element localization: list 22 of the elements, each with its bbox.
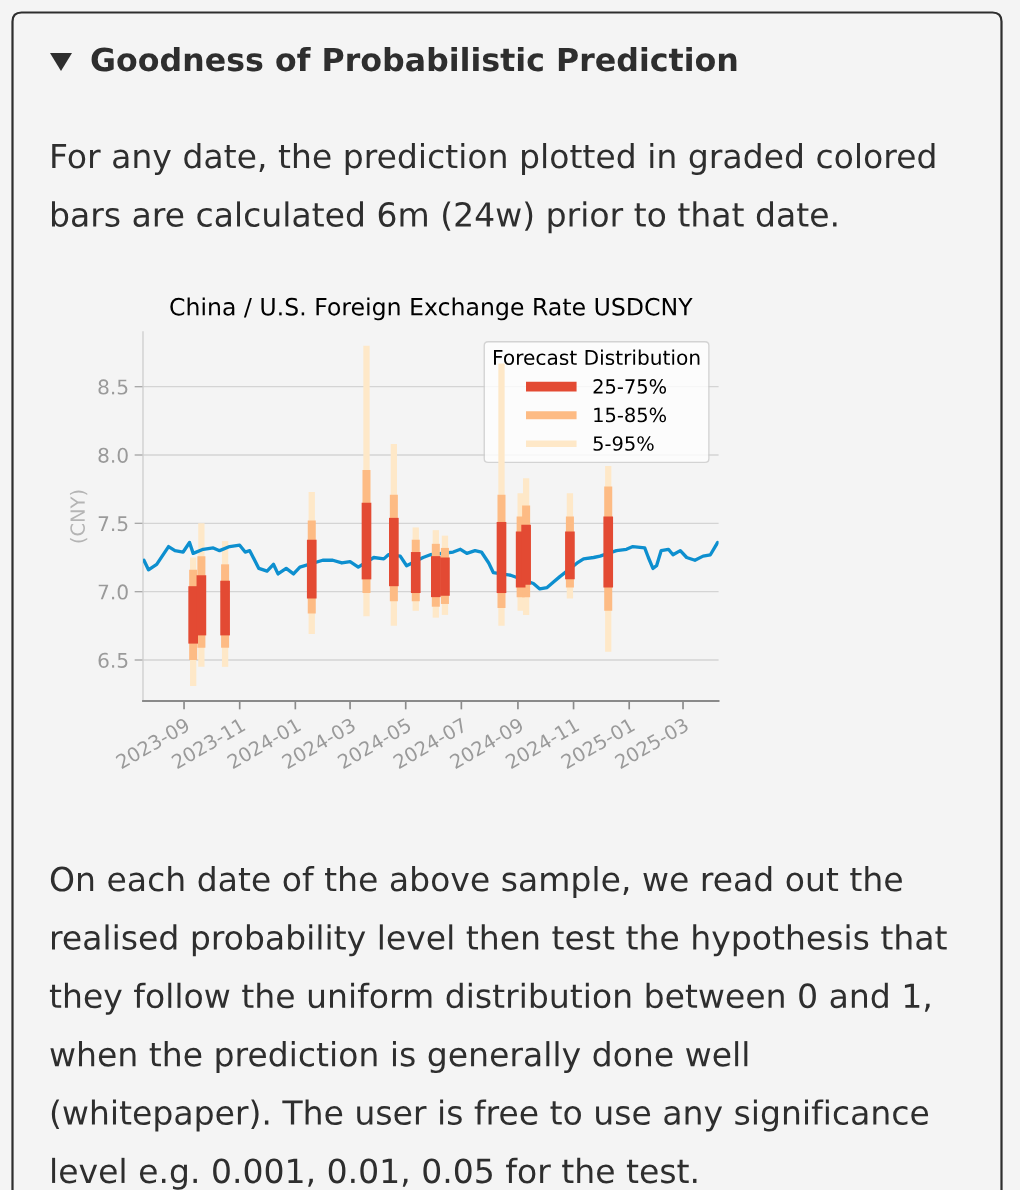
- bar: [410, 552, 421, 594]
- bar: [603, 516, 614, 588]
- bar: [306, 539, 317, 599]
- y-tick-label: 6.5: [98, 652, 128, 668]
- legend-title: Forecast Distribution: [494, 349, 700, 366]
- text: On each date of the above sample, we read out the realised probability level then test the hypothesis that they follow the uniform distribution between 0 and 1, when the prediction is generally done well (whitepaper). The user is free to use any significance level e.g. 0.001, 0.01, 0.05 for the test.: [49, 866, 947, 1190]
- bar: [220, 580, 230, 636]
- y-tick-label: 8.0: [98, 447, 128, 463]
- bar: [565, 531, 575, 580]
- legend-label: 5-95%: [593, 436, 654, 451]
- bar: [389, 517, 399, 587]
- y-axis-title: (CNY): [69, 490, 88, 543]
- y-tick-label: 7.5: [98, 516, 128, 532]
- legend-label: 15-85%: [594, 407, 667, 423]
- bar: [496, 521, 507, 594]
- chart-title: China / U.S. Foreign Exchange Rate USDCNY: [170, 297, 693, 321]
- text: Goodness of Probabilistic Prediction: [91, 46, 737, 72]
- y-tick-label: 7.0: [98, 584, 128, 600]
- legend-label: 25-75%: [593, 379, 667, 394]
- y-tick-label: 8.5: [98, 379, 128, 395]
- bar: [361, 502, 372, 580]
- text: For any date, the prediction plotted in graded colored bars are calculated 6m (24w) prior to that date.: [52, 143, 935, 234]
